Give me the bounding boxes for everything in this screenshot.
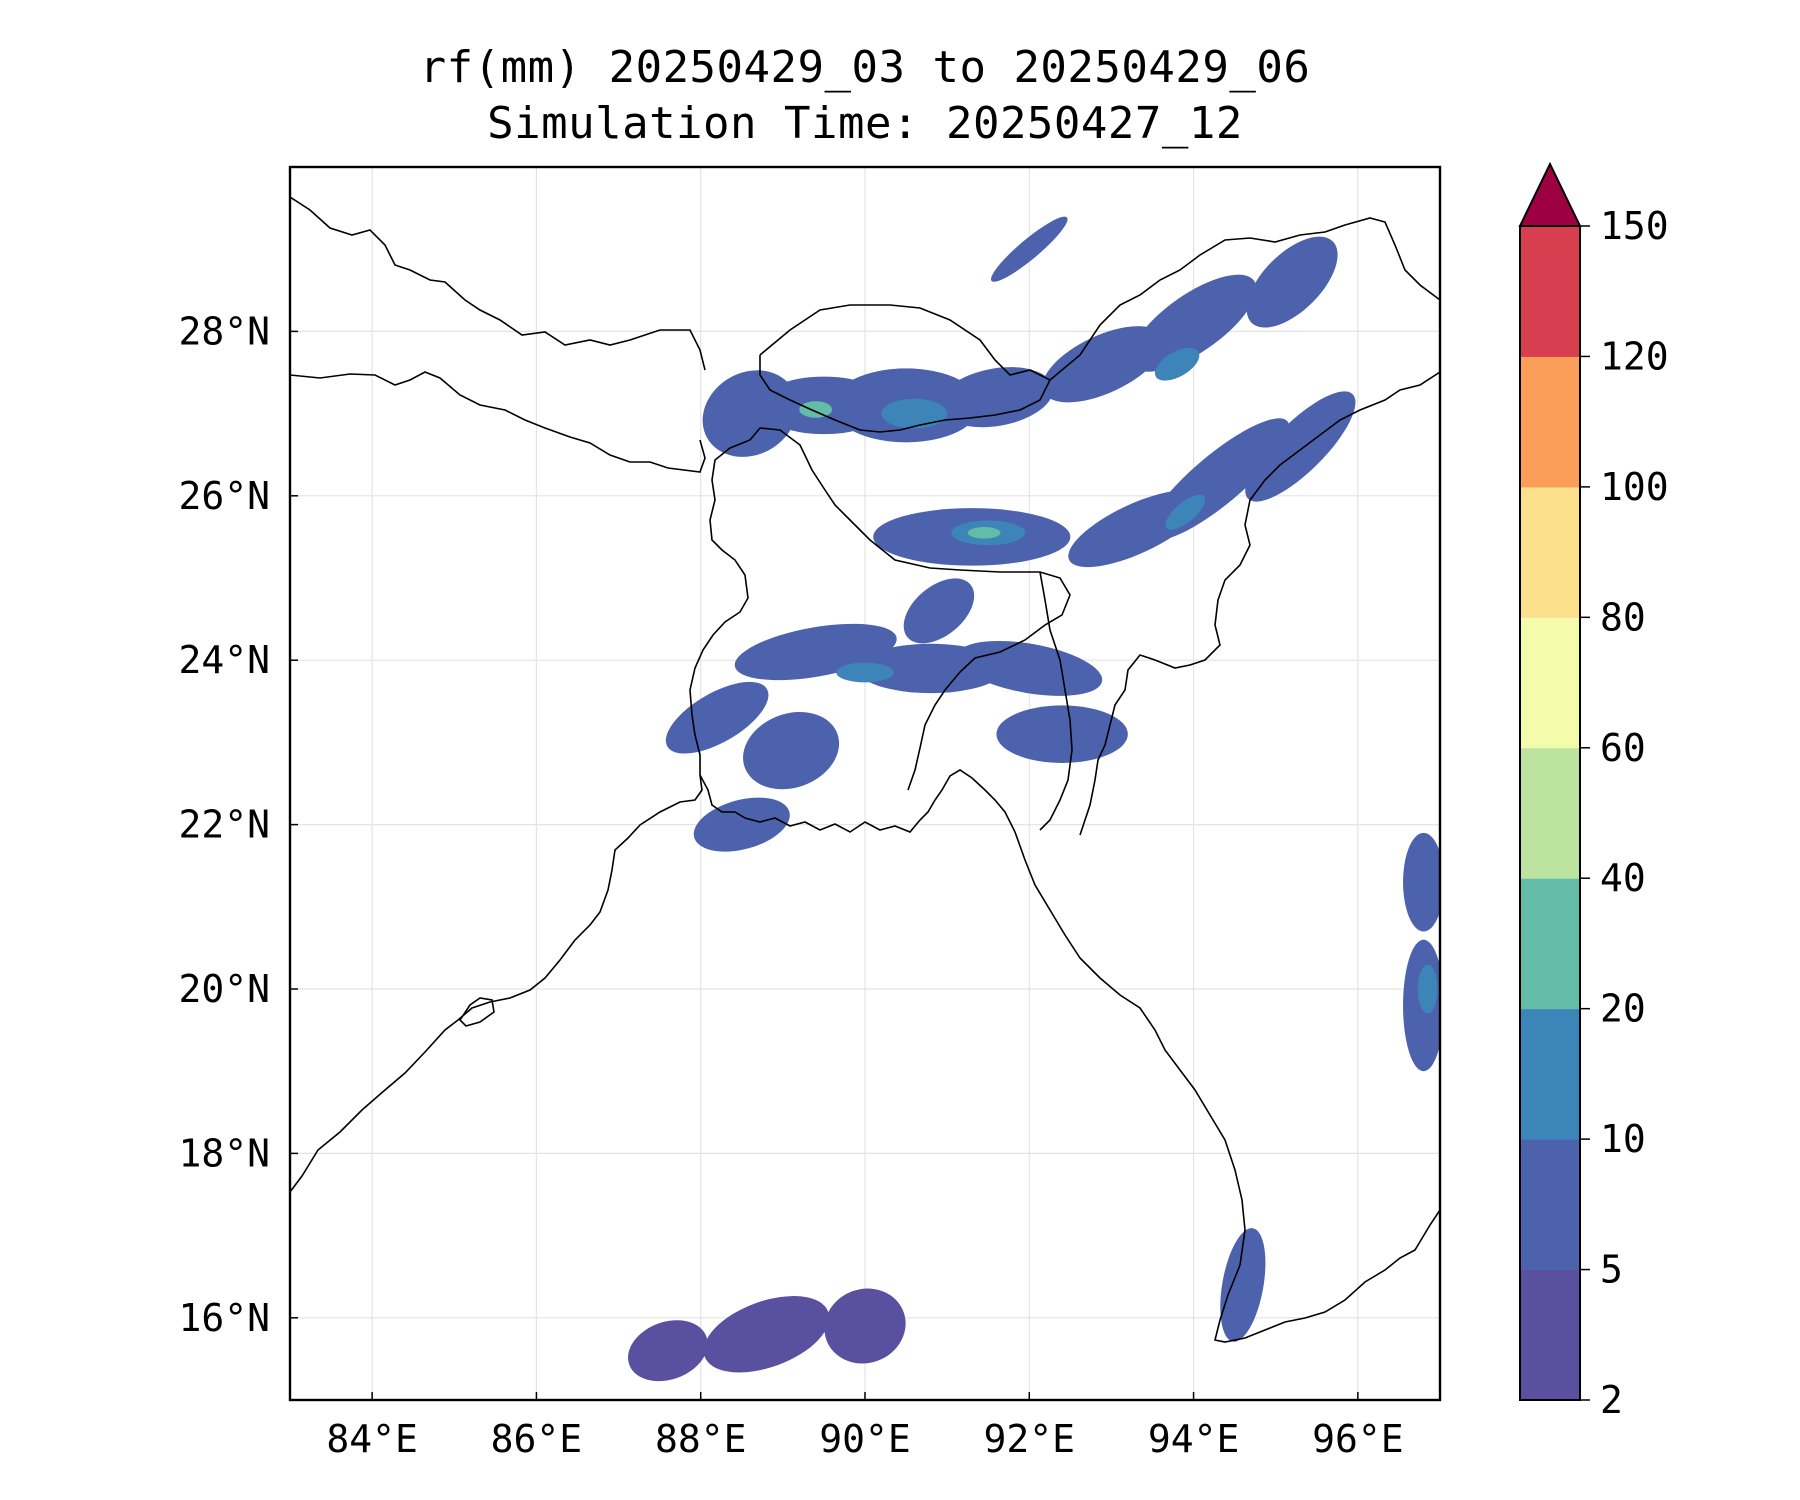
xtick-label-90: 90°E <box>819 1417 911 1461</box>
coastline-chilika <box>458 997 495 1027</box>
coastline-myanmar <box>1014 831 1440 1343</box>
border-bangladesh-india-west <box>689 427 761 775</box>
rain-area-6 <box>1042 326 1165 403</box>
colorbar-segment-6 <box>1520 486 1580 618</box>
colorbar-label-100: 100 <box>1600 465 1669 509</box>
xtick-label-92: 92°E <box>984 1417 1076 1461</box>
rainfall-contours <box>628 216 1440 1382</box>
rain-area-33 <box>628 1320 708 1382</box>
rain-area-27 <box>1403 832 1440 932</box>
colorbar-label-2: 2 <box>1600 1378 1623 1422</box>
xtick-label-94: 94°E <box>1148 1417 1240 1461</box>
xtick-label-86: 86°E <box>491 1417 583 1461</box>
map-title: rf(mm) 20250429_03 to 20250429_06 Simula… <box>290 40 1440 152</box>
rain-area-26 <box>996 705 1128 763</box>
colorbar-segment-8 <box>1520 226 1580 357</box>
rain-area-22 <box>836 662 894 683</box>
xtick-label-96: 96°E <box>1312 1417 1404 1461</box>
colorbar-label-20: 20 <box>1600 987 1646 1031</box>
rain-area-18 <box>903 578 975 644</box>
rain-area-3 <box>939 367 1054 428</box>
rain-area-21 <box>956 640 1103 696</box>
title-line-1: rf(mm) 20250429_03 to 20250429_06 <box>419 42 1311 93</box>
colorbar-segment-7 <box>1520 356 1580 488</box>
rain-area-13 <box>967 527 1001 539</box>
colorbar-label-150: 150 <box>1600 204 1669 248</box>
border-nepal-china <box>290 196 706 371</box>
ytick-label-26: 26°N <box>178 474 270 518</box>
colorbar: 2 5 10 20 40 60 80 100 120 150 <box>1518 161 1669 1422</box>
rain-area-32 <box>824 1288 906 1364</box>
border-northeast-india <box>1079 371 1440 836</box>
rain-area-29 <box>1417 964 1438 1014</box>
coastline-east-india <box>290 774 703 1193</box>
colorbar-segment-0 <box>1520 1269 1580 1401</box>
rain-area-17 <box>1165 494 1206 530</box>
title-line-2: Simulation Time: 20250427_12 <box>487 98 1243 149</box>
ytick-label-18: 18°N <box>178 1131 270 1175</box>
rain-area-10 <box>991 216 1068 282</box>
rain-area-25 <box>693 797 790 852</box>
ytick-label-24: 24°N <box>178 638 270 682</box>
border-bangladesh-myanmar <box>1039 571 1073 831</box>
border-nepal-india <box>290 371 706 473</box>
colorbar-outline <box>1519 225 1581 1401</box>
border-bhutan <box>759 304 1052 433</box>
rain-area-23 <box>665 681 769 754</box>
colorbar-extend-arrow <box>1518 161 1582 227</box>
ytick-label-22: 22°N <box>178 803 270 847</box>
ytick-label-20: 20°N <box>178 967 270 1011</box>
rain-area-24 <box>743 711 840 790</box>
rain-area-30 <box>1220 1228 1266 1342</box>
xtick-label-84: 84°E <box>326 1417 418 1461</box>
colorbar-segment-2 <box>1520 1008 1580 1140</box>
colorbar-segment-4 <box>1520 747 1580 879</box>
rain-area-31 <box>703 1296 830 1373</box>
border-bangladesh-india-north <box>759 427 1071 791</box>
colorbar-segment-5 <box>1520 617 1580 749</box>
ytick-label-16: 16°N <box>178 1296 270 1340</box>
colorbar-label-5: 5 <box>1600 1248 1623 1292</box>
rain-area-8 <box>1246 236 1338 328</box>
rain-area-16 <box>1245 391 1356 502</box>
colorbar-label-120: 120 <box>1600 334 1669 378</box>
ytick-label-28: 28°N <box>178 309 270 353</box>
rain-area-7 <box>1130 274 1257 372</box>
colorbar-label-40: 40 <box>1600 856 1646 900</box>
coastline-bengal-delta <box>699 769 1016 833</box>
xtick-label-88: 88°E <box>655 1417 747 1461</box>
border-arunachal <box>1049 217 1440 381</box>
longitude-ticks: 84°E 86°E 88°E 90°E 92°E 94°E 96°E <box>326 1392 1404 1461</box>
latitude-ticks: 16°N 18°N 20°N 22°N 24°N 26°N 28°N <box>178 309 298 1340</box>
colorbar-label-10: 10 <box>1600 1117 1646 1161</box>
coastlines-and-borders <box>290 196 1440 1343</box>
rain-area-5 <box>799 401 833 418</box>
rain-area-4 <box>881 398 948 429</box>
rain-area-9 <box>1154 347 1200 381</box>
colorbar-label-60: 60 <box>1600 726 1646 770</box>
colorbar-label-80: 80 <box>1600 595 1646 639</box>
colorbar-segment-3 <box>1520 878 1580 1010</box>
colorbar-segment-1 <box>1520 1139 1580 1271</box>
